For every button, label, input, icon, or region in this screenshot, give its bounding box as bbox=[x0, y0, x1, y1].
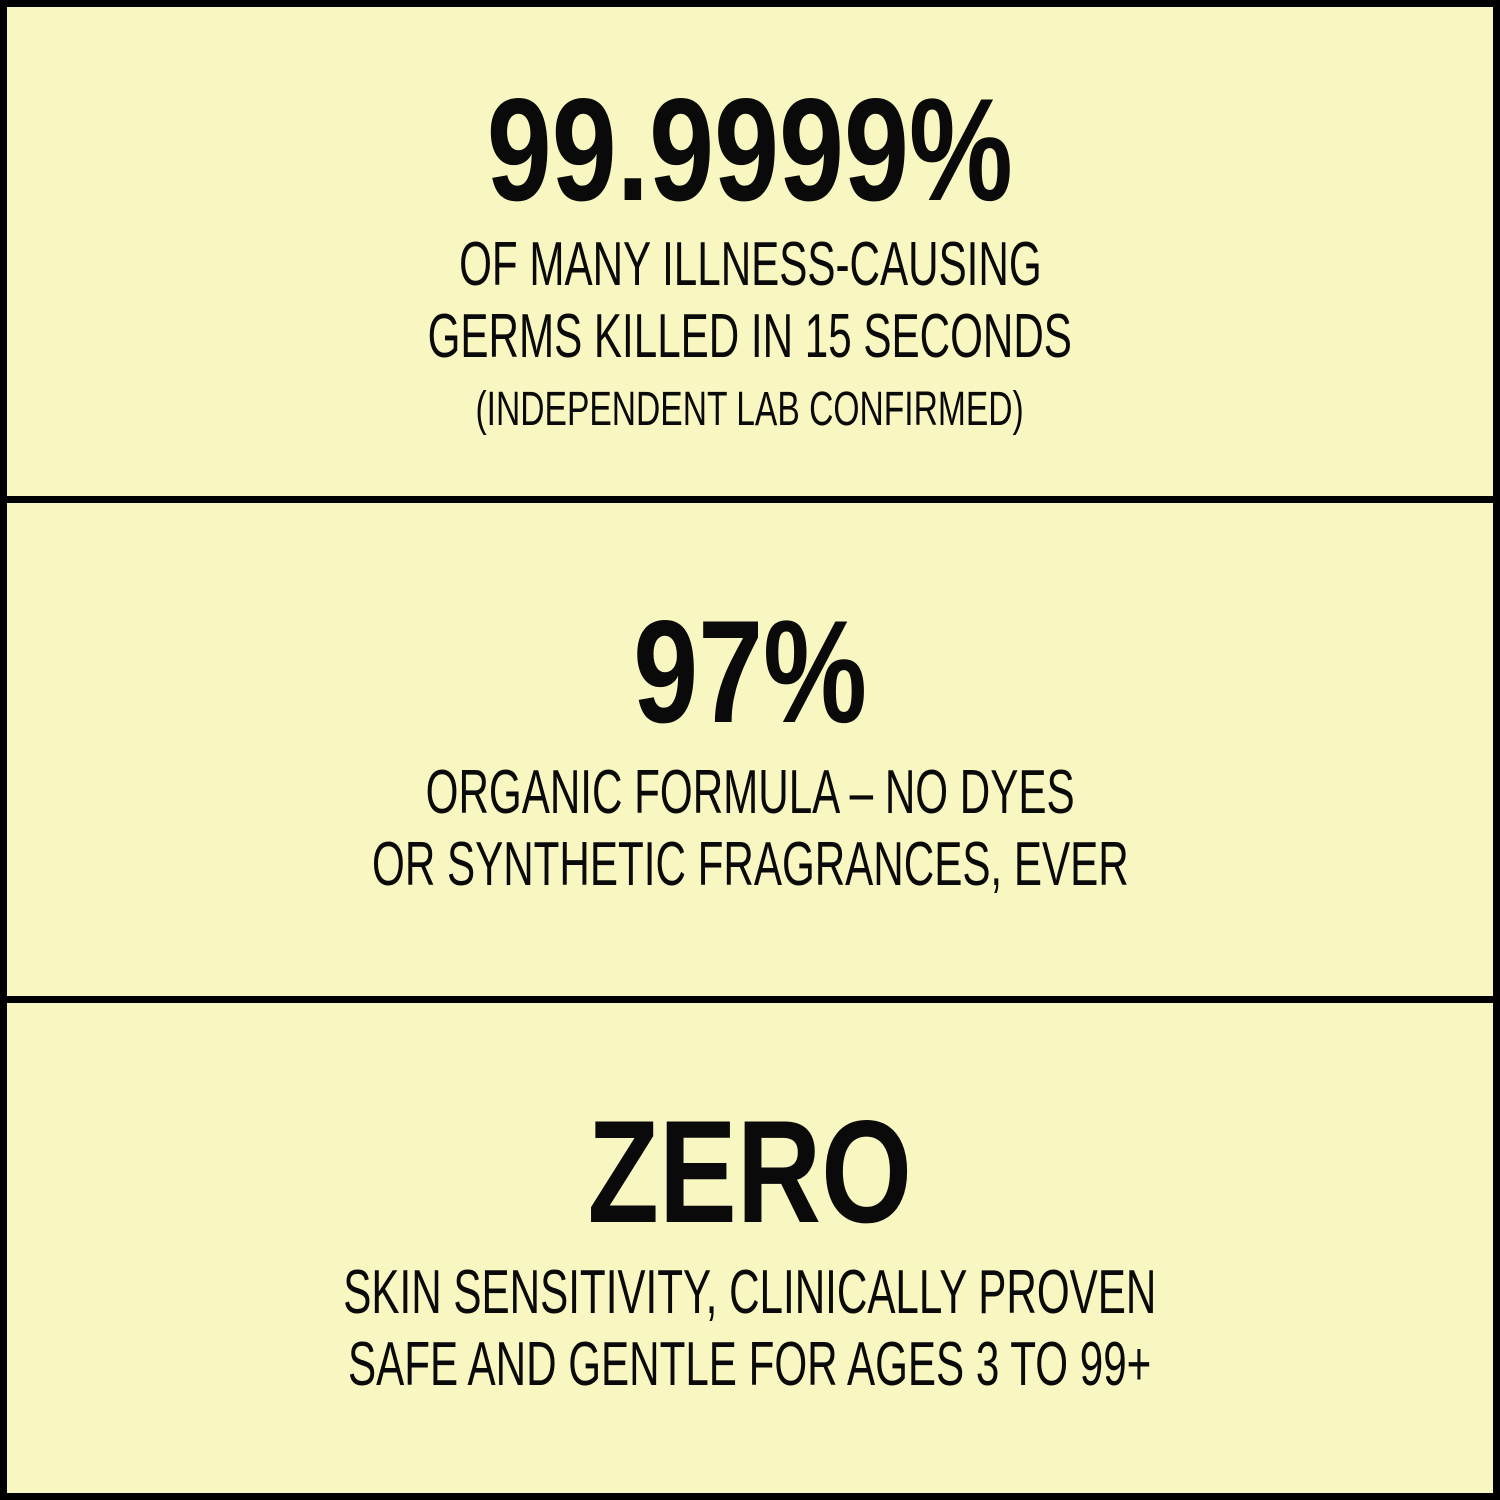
panel-germs: 99.9999% OF MANY ILLNESS-CAUSING GERMS K… bbox=[7, 7, 1493, 496]
description-line: SKIN SENSITIVITY, CLINICALLY PROVEN bbox=[343, 1258, 1157, 1327]
description-line: ORGANIC FORMULA – NO DYES bbox=[425, 758, 1075, 827]
description-line: OF MANY ILLNESS-CAUSING bbox=[458, 230, 1042, 299]
headline: 97% bbox=[633, 590, 867, 753]
description-line: OR SYNTHETIC FRAGRANCES, EVER bbox=[371, 830, 1129, 899]
description-line: GERMS KILLED IN 15 SECONDS bbox=[427, 302, 1073, 371]
panel-organic: 97% ORGANIC FORMULA – NO DYES OR SYNTHET… bbox=[7, 503, 1493, 996]
panel-skin-sensitivity: ZERO SKIN SENSITIVITY, CLINICALLY PROVEN… bbox=[7, 1003, 1493, 1493]
headline: ZERO bbox=[587, 1090, 913, 1253]
description-line: SAFE AND GENTLE FOR AGES 3 TO 99+ bbox=[348, 1330, 1152, 1399]
footnote: (INDEPENDENT LAB CONFIRMED) bbox=[475, 383, 1025, 436]
headline: 99.9999% bbox=[486, 68, 1014, 231]
